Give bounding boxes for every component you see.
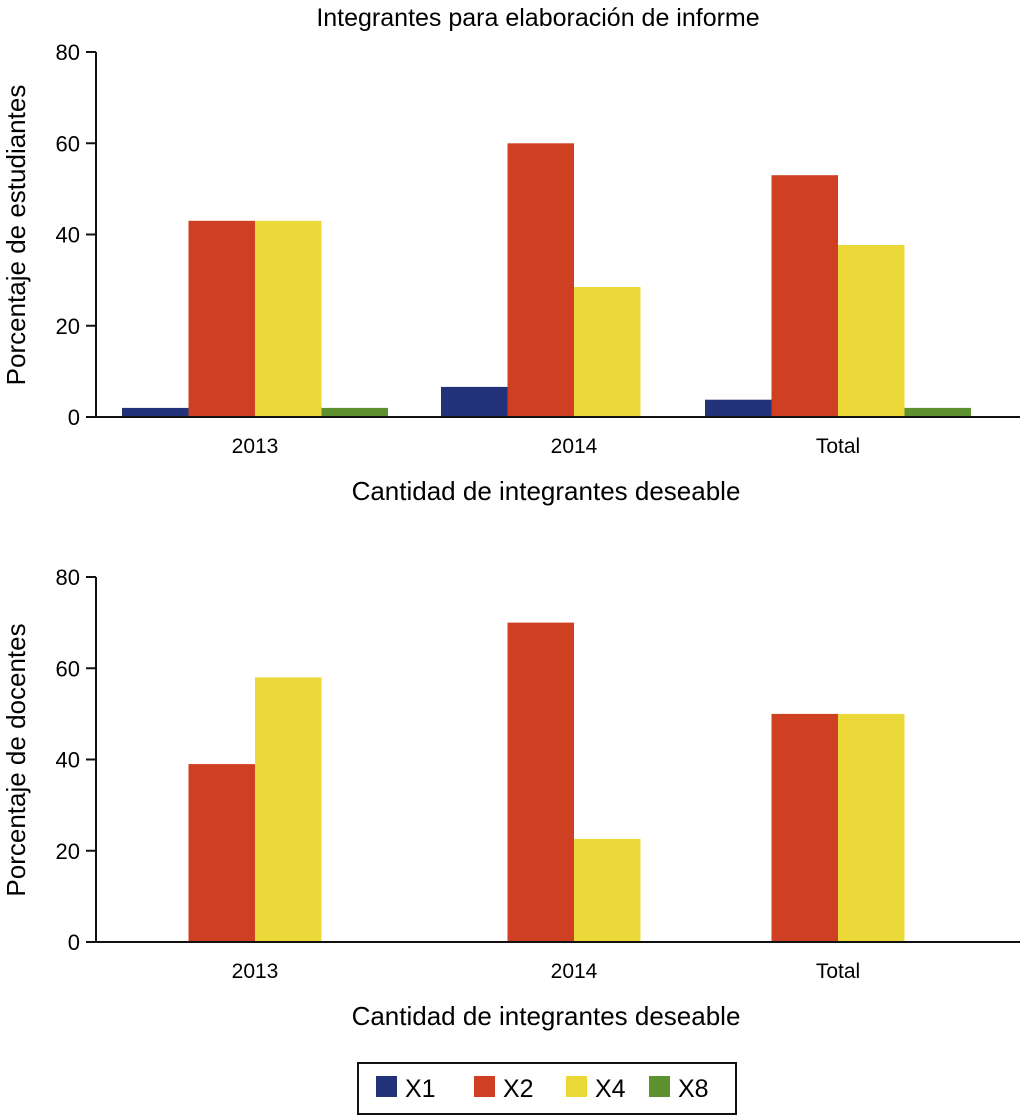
bar-x2-2013 (188, 764, 255, 942)
legend-swatch-x4 (566, 1076, 587, 1097)
axes-group: 2013 2014 Total 0 20 40 60 80 (56, 40, 1020, 458)
axes-group: 2013 2014 Total 0 20 40 60 80 (56, 565, 1020, 983)
x-tick-label: Total (816, 435, 860, 458)
legend-label-x4: X4 (595, 1075, 626, 1103)
bar-x2-total (771, 175, 838, 417)
legend: X1 X2 X4 X8 (357, 1062, 737, 1115)
legend-item-x4: X4 (566, 1075, 626, 1103)
legend-label-x1: X1 (405, 1075, 436, 1103)
chart-docentes: Porcentaje de docentes Cantidad de integ… (1, 565, 1020, 1031)
bar-x1-total (705, 399, 772, 417)
bar-x8-2013 (321, 407, 388, 417)
chart-title: Integrantes para elaboración de informe (316, 4, 759, 32)
y-tick-label: 80 (56, 40, 80, 65)
x-tick-label: 2014 (551, 960, 598, 983)
x-axis-title: Cantidad de integrantes deseable (352, 476, 741, 506)
x-tick-label: 2013 (232, 960, 279, 983)
x-tick-label: 2014 (551, 435, 598, 458)
legend-swatch-x8 (649, 1076, 670, 1097)
legend-item-x2: X2 (474, 1075, 534, 1103)
bar-x4-2014 (574, 838, 641, 942)
legend-item-x1: X1 (376, 1075, 436, 1103)
legend-swatch-x1 (376, 1076, 397, 1097)
bar-x2-total (771, 713, 838, 942)
y-tick-label: 60 (56, 656, 80, 681)
x-tick-label: 2013 (232, 435, 279, 458)
y-axis-title: Porcentaje de estudiantes (1, 85, 31, 386)
y-tick-label: 40 (56, 223, 80, 248)
y-tick-label: 20 (56, 314, 80, 339)
bars-group (188, 622, 905, 942)
bar-x4-total (838, 713, 905, 942)
bar-x4-2013 (255, 220, 322, 417)
y-tick-label: 80 (56, 565, 80, 590)
bar-x4-total (838, 245, 905, 417)
bar-x2-2014 (507, 143, 574, 418)
bar-x8-total (904, 407, 971, 417)
bar-x4-2014 (574, 287, 641, 417)
y-tick-label: 0 (68, 930, 80, 955)
bars-group (122, 143, 971, 418)
legend-box (357, 1062, 737, 1115)
legend-label-x8: X8 (678, 1075, 709, 1103)
x-axis-title: Cantidad de integrantes deseable (352, 1001, 741, 1031)
chart-estudiantes: Integrantes para elaboración de informe … (1, 4, 1020, 506)
bar-x2-2013 (188, 220, 255, 417)
x-tick-label: Total (816, 960, 860, 983)
y-tick-label: 40 (56, 748, 80, 773)
bar-x2-2014 (507, 622, 574, 942)
bar-x4-2013 (255, 677, 322, 942)
y-tick-label: 0 (68, 405, 80, 430)
bar-x1-2014 (441, 386, 508, 417)
y-tick-label: 60 (56, 131, 80, 156)
legend-swatch-x2 (474, 1076, 495, 1097)
y-axis-title: Porcentaje de docentes (1, 623, 31, 896)
legend-item-x8: X8 (649, 1075, 709, 1103)
legend-label-x2: X2 (503, 1075, 534, 1103)
y-tick-label: 20 (56, 839, 80, 864)
bar-x1-2013 (122, 407, 189, 417)
